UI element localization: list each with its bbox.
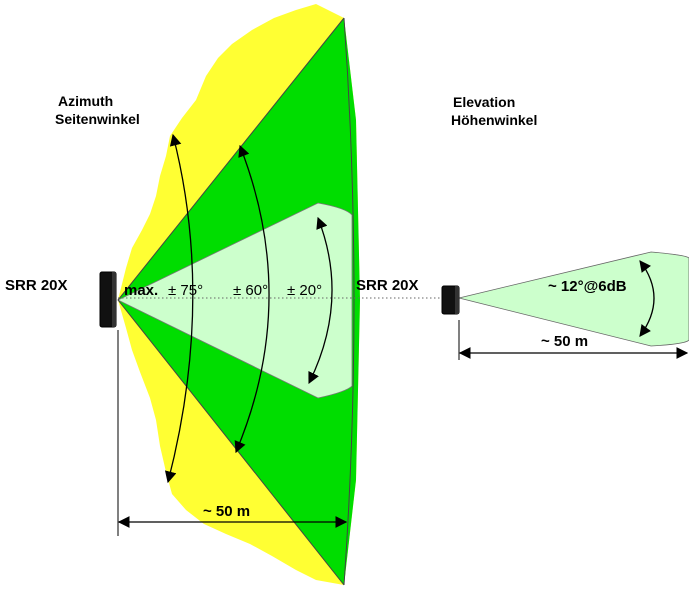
azimuth-view: Azimuth Seitenwinkel SRR 20X max. ± 75° … bbox=[5, 4, 689, 586]
arc-75-degrees bbox=[164, 133, 194, 484]
elevation-title-line1: Elevation bbox=[453, 94, 515, 110]
angle-max-prefix: max. bbox=[124, 282, 158, 299]
arc-12-degrees bbox=[639, 260, 655, 337]
elevation-range-label: ~ 50 m bbox=[541, 333, 588, 350]
elevation-title-line2: Höhenwinkel bbox=[451, 112, 537, 128]
zone-60-edge-top bbox=[117, 17, 345, 301]
elevation-beam bbox=[458, 251, 689, 347]
arc-20-degrees bbox=[308, 216, 333, 385]
angle-60-label: ± 60° bbox=[233, 282, 268, 299]
zone-outer-arc bbox=[343, 17, 355, 586]
zone-60-edge-bottom bbox=[117, 299, 345, 586]
azimuth-range-label: ~ 50 m bbox=[203, 503, 250, 520]
elevation-sensor-label: SRR 20X bbox=[356, 277, 419, 294]
angle-75-label: ± 75° bbox=[168, 282, 203, 299]
elevation-view: Elevation Höhenwinkel SRR 20X ~ 12°@6dB … bbox=[356, 94, 689, 360]
azimuth-title-line1: Azimuth bbox=[58, 93, 113, 109]
azimuth-title-line2: Seitenwinkel bbox=[55, 111, 140, 127]
srr-sensor-azimuth-face bbox=[112, 272, 116, 327]
angle-20-label: ± 20° bbox=[287, 282, 322, 299]
elevation-beam-label: ~ 12°@6dB bbox=[548, 278, 627, 295]
azimuth-sensor-label: SRR 20X bbox=[5, 277, 68, 294]
arc-60-degrees bbox=[234, 144, 270, 454]
srr-sensor-elevation-face bbox=[455, 286, 459, 314]
